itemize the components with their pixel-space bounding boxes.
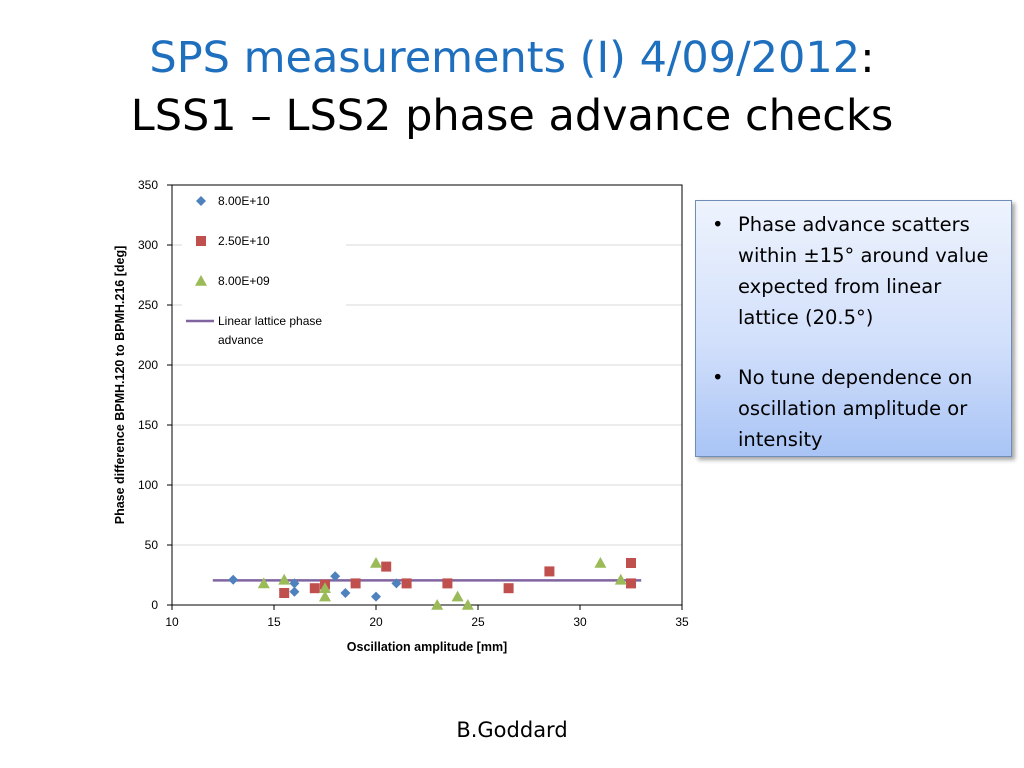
y-tick-label: 350	[138, 178, 158, 192]
y-tick-label: 50	[145, 538, 159, 552]
title-line-1: SPS measurements (I) 4/09/2012	[149, 33, 861, 83]
data-point-diamond	[330, 571, 341, 582]
data-point-diamond	[228, 574, 239, 585]
x-axis-label: Oscillation amplitude [mm]	[347, 640, 507, 654]
note-text-2: No tune dependence on oscillation amplit…	[738, 366, 973, 451]
plot-area	[171, 184, 683, 606]
footer-author: B.Goddard	[456, 718, 568, 742]
y-tick-label: 200	[138, 358, 158, 372]
data-point-triangle	[370, 557, 382, 568]
data-point-triangle	[257, 577, 270, 589]
data-point-diamond	[371, 591, 381, 602]
legend-box	[182, 189, 346, 357]
data-point-square	[350, 578, 361, 589]
data-point-diamond	[391, 578, 402, 589]
y-tick-label: 300	[138, 238, 158, 252]
data-point-square	[626, 578, 636, 589]
legend-marker-triangle	[195, 275, 207, 286]
data-point-diamond	[289, 586, 300, 597]
note-item-1: • Phase advance scatters within ±15° arou…	[704, 209, 1001, 333]
data-point-square	[442, 578, 453, 589]
data-point-square	[503, 583, 514, 594]
data-point-diamond	[340, 588, 351, 598]
x-tick-label: 10	[165, 615, 179, 629]
bullet-icon: •	[712, 213, 724, 236]
x-tick-label: 35	[675, 615, 689, 629]
title-colon: :	[860, 33, 875, 83]
y-tick-label: 0	[151, 598, 158, 612]
data-point-square	[279, 588, 290, 598]
data-point-triangle	[319, 582, 331, 593]
data-point-square	[381, 561, 392, 572]
y-tick-label: 250	[138, 298, 158, 312]
legend-label: 8.00E+10	[218, 194, 270, 208]
x-tick-label: 20	[369, 615, 383, 629]
x-tick-label: 25	[471, 615, 485, 629]
legend-marker-diamond	[196, 196, 206, 206]
x-tick-label: 30	[573, 615, 587, 629]
notes-list: • Phase advance scatters within ±15° arou…	[704, 209, 1001, 455]
data-point-triangle	[319, 590, 331, 602]
y-tick-label: 100	[138, 478, 158, 492]
note-text-1: Phase advance scatters within ±15° aroun…	[738, 213, 989, 329]
legend-label: 8.00E+09	[218, 274, 270, 288]
data-point-triangle	[431, 599, 444, 610]
slide-title: SPS measurements (I) 4/09/2012: LSS1 – L…	[0, 30, 1024, 146]
data-point-triangle	[451, 590, 464, 602]
legend-label: 2.50E+10	[218, 234, 270, 248]
bullet-icon: •	[712, 366, 724, 389]
data-point-square	[309, 583, 320, 594]
data-point-triangle	[614, 573, 627, 585]
data-point-triangle	[461, 599, 474, 610]
y-tick-label: 150	[138, 418, 158, 432]
data-point-diamond	[289, 578, 300, 589]
data-point-square	[544, 566, 555, 577]
note-item-2: • No tune dependence on oscillation ampli…	[704, 362, 1001, 455]
data-point-triangle	[278, 573, 291, 585]
title-line-2: LSS1 – LSS2 phase advance checks	[130, 91, 894, 141]
data-point-square	[401, 578, 412, 589]
data-point-square	[626, 558, 636, 568]
legend-label: Linear lattice phase advance	[218, 314, 322, 347]
y-axis-label: Phase difference BPMH.120 to BPMH.216 [d…	[113, 246, 127, 525]
x-tick-label: 15	[267, 615, 281, 629]
notes-box: • Phase advance scatters within ±15° arou…	[695, 200, 1012, 457]
data-point-triangle	[594, 557, 607, 568]
legend-marker-square	[196, 236, 206, 246]
